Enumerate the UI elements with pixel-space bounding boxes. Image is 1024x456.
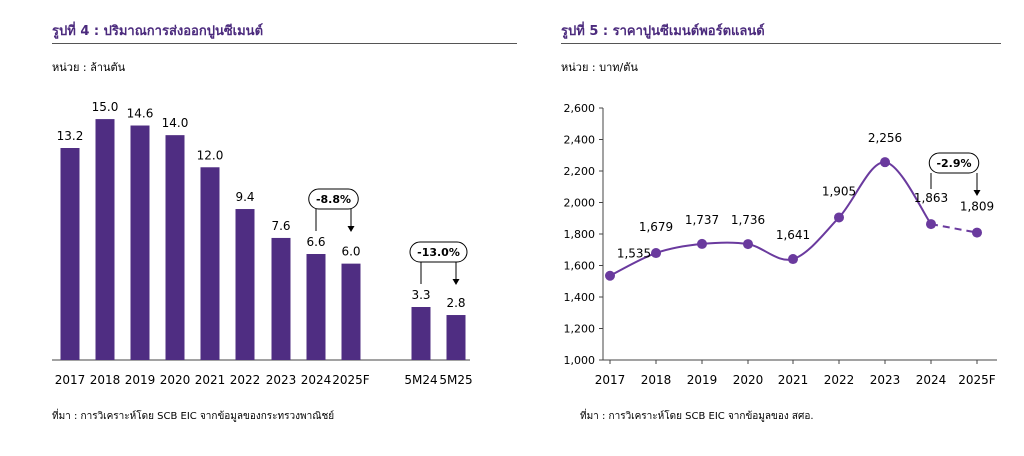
bar-2025F [341,263,361,360]
line-annotation-pill-0 [928,152,980,174]
line-value-label-2021: 1,641 [776,228,810,242]
bar-x-tick-5M25: 5M25 [439,373,472,387]
line-x-tick-2017: 2017 [595,373,626,387]
line-point-2019 [697,238,707,249]
bar-chart-export-volume: 13.2 2017 15.0 2018 14.6 2019 14.0 2020 12.0 2021… [52,100,473,387]
bar-annotation-arrowhead-1 [452,279,460,285]
bar-x-tick-2017: 2017 [55,373,86,387]
line-point-2022 [834,212,844,223]
bar-x-tick-2023: 2023 [266,373,297,387]
bar-value-label-5M25: 2.8 [446,296,465,310]
line-value-label-2017: 1,535 [617,247,651,261]
bar-2022 [235,209,255,360]
bar-value-label-2017: 13.2 [57,129,84,143]
line-y-tick-1600: 1,600 [564,260,596,273]
bar-5M24 [411,307,431,360]
bar-x-tick-5M24: 5M24 [404,373,437,387]
line-annotation-arrowhead-0 [973,190,981,196]
bar-value-label-2021: 12.0 [197,148,224,162]
line-y-tick-2000: 2,000 [564,197,596,210]
chart-4-title-rule [52,43,517,44]
bar-value-label-5M24: 3.3 [411,288,430,302]
bar-value-label-2024: 6.6 [306,235,325,249]
chart-5-title-rule [561,43,1001,44]
line-point-2018 [651,248,661,259]
line-y-tick-2200: 2,200 [564,165,596,178]
bar-annotation-text-0: -8.8% [316,193,351,206]
line-y-tick-2400: 2,400 [564,134,596,147]
line-value-label-2018: 1,679 [639,220,673,234]
bar-2023 [271,237,291,360]
line-y-tick-1000: 1,000 [564,354,596,367]
line-value-label-2019: 1,737 [685,213,719,227]
chart-4-source: ที่มา : การวิเคราะห์โดย SCB EIC จากข้อมู… [52,411,335,422]
bar-x-tick-2024: 2024 [301,373,332,387]
bar-value-label-2023: 7.6 [271,219,290,233]
line-x-tick-2022: 2022 [824,373,855,387]
line-series-solid [609,161,932,277]
bar-x-tick-2018: 2018 [90,373,121,387]
bar-5M25 [446,315,466,360]
line-x-tick-2021: 2021 [778,373,809,387]
line-value-label-2020: 1,736 [731,213,765,227]
line-point-2017 [605,270,615,281]
chart-4-unit-label: หน่วย : ล้านตัน [52,61,126,74]
bar-x-tick-2021: 2021 [195,373,226,387]
bar-annotation-arrowhead-0 [347,226,355,232]
line-value-label-2022: 1,905 [822,184,856,198]
bar-value-label-2020: 14.0 [162,116,189,130]
line-point-2024 [926,219,936,230]
line-point-2020 [743,239,753,250]
bar-annotation-pill-1 [409,241,468,263]
line-point-2021 [788,254,798,265]
bar-value-label-2018: 15.0 [92,100,119,114]
line-x-tick-2025F: 2025F [958,373,996,387]
line-x-tick-2018: 2018 [641,373,672,387]
bar-value-label-2022: 9.4 [235,190,254,204]
bar-x-tick-2019: 2019 [125,373,156,387]
line-value-label-2024: 1,863 [914,191,948,205]
chart-5-title: รูปที่ 5 : ราคาปูนซีเมนต์พอร์ตแลนด์ [561,24,765,39]
bar-2020 [165,135,185,360]
line-x-tick-2024: 2024 [916,373,947,387]
bar-annotation-pill-0 [308,188,359,210]
line-series-dashed [930,223,978,234]
line-y-tick-1200: 1,200 [564,323,596,336]
chart-5-source: ที่มา : การวิเคราะห์โดย SCB EIC จากข้อมู… [580,411,814,422]
line-x-tick-2019: 2019 [687,373,718,387]
chart-5-unit-label: หน่วย : บาท/ตัน [561,61,638,74]
bar-value-label-2019: 14.6 [127,107,154,121]
bar-value-label-2025F: 6.0 [341,245,360,259]
bar-2021 [200,167,220,360]
bar-2019 [130,125,150,360]
line-point-2025F [972,227,982,238]
line-y-tick-2600: 2,600 [564,102,596,115]
line-y-tick-1800: 1,800 [564,228,596,241]
bar-2018 [95,119,115,360]
line-y-tick-1400: 1,400 [564,291,596,304]
bar-annotation-text-1: -13.0% [417,246,460,259]
bar-x-tick-2022: 2022 [230,373,261,387]
line-value-label-2025F: 1,809 [960,200,994,214]
bar-2017 [60,148,80,360]
bar-x-tick-2020: 2020 [160,373,191,387]
line-point-2023 [880,157,890,168]
line-x-tick-2023: 2023 [870,373,901,387]
bar-x-tick-2025F: 2025F [332,373,370,387]
line-annotation-text-0: -2.9% [936,157,971,170]
bar-2024 [306,254,326,360]
chart-4-title: รูปที่ 4 : ปริมาณการส่งออกปูนซีเมนต์ [52,24,264,39]
line-value-label-2023: 2,256 [868,131,902,145]
line-x-tick-2020: 2020 [733,373,764,387]
